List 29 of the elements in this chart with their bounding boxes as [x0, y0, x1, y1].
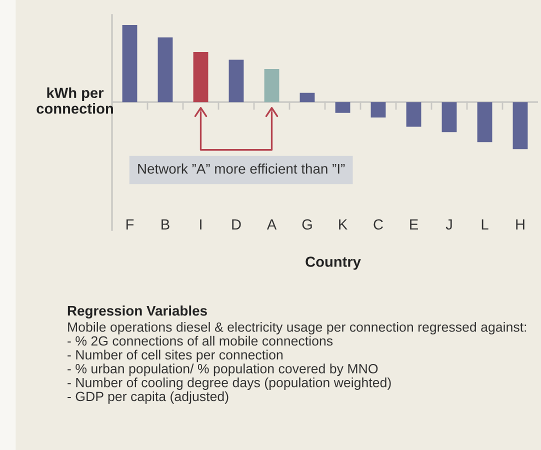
bar: [512, 102, 528, 150]
x-tick-label: H: [516, 219, 524, 230]
x-tick-label: G: [302, 219, 312, 230]
y-axis-title: kWh per connection: [36, 87, 113, 114]
bar: [300, 92, 315, 102]
bar: [228, 60, 244, 102]
bar: [406, 102, 422, 127]
x-tick-label: B: [162, 219, 170, 230]
x-tick-label: J: [446, 219, 452, 230]
x-tick-label: E: [410, 219, 418, 230]
bar: [370, 102, 386, 118]
x-tick-label: I: [200, 219, 202, 230]
x-tick-label: L: [482, 219, 488, 230]
text: Regression Variables: [68, 305, 207, 319]
x-tick-label: C: [374, 219, 383, 230]
bar: [193, 52, 208, 102]
bar: [158, 37, 173, 102]
bar: [122, 25, 138, 102]
text: Mobile operations diesel & electricity usage per connection regressed against: - % 2G connections of all mobile connections - Number of cell sites per connection - % urban population/ % population covered by MNO - Number of cooling degree days (population weighted) - GDP per capita (adjusted): [68, 322, 526, 404]
bar: [335, 102, 350, 113]
x-tick-label: F: [126, 219, 134, 230]
x-axis-title: Country: [306, 256, 361, 270]
x-tick-label: A: [266, 219, 277, 230]
text: Network ”A” more efficient than ”I”: [138, 164, 345, 174]
bar: [442, 102, 457, 132]
x-tick-label: D: [232, 219, 241, 230]
x-tick-label: K: [339, 219, 348, 230]
bar: [264, 68, 280, 102]
bar: [477, 102, 492, 142]
